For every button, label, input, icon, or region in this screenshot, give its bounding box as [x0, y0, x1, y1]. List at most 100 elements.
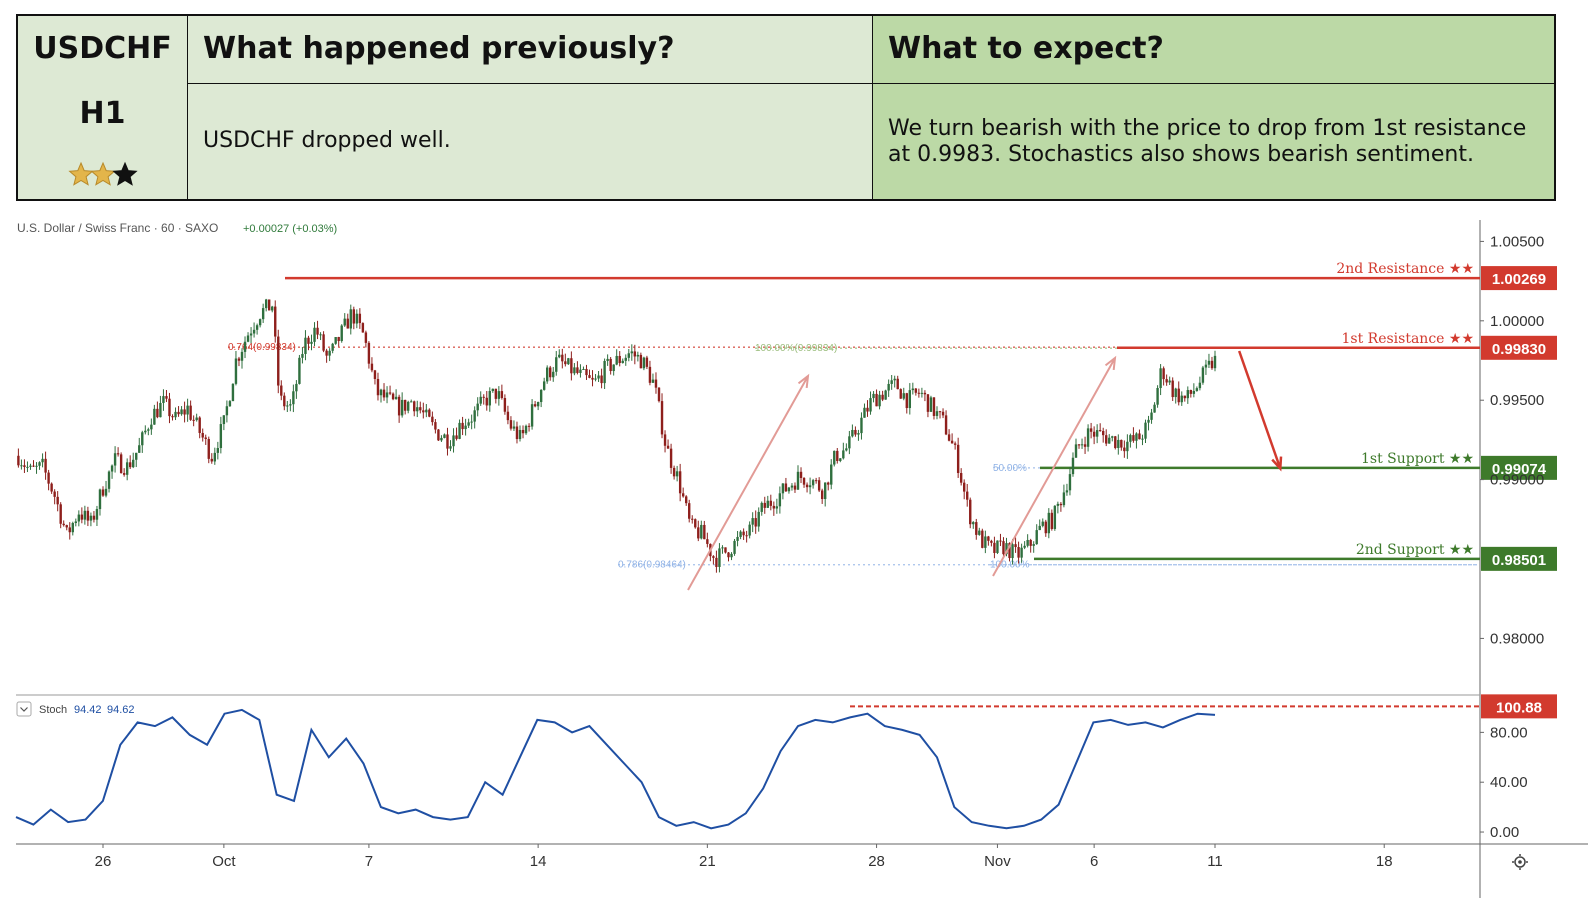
candle-body [1056, 503, 1060, 506]
candle-body [896, 378, 899, 390]
candle-body [310, 341, 313, 344]
candle-body [283, 395, 286, 407]
candle-body [437, 429, 440, 441]
candle-body [400, 399, 404, 416]
candle-body [322, 334, 325, 351]
candle-body [760, 502, 763, 512]
candle-body [1029, 539, 1032, 546]
candle-body [854, 429, 857, 435]
candle-body [1105, 435, 1108, 444]
candle-body [274, 306, 277, 337]
projection-arrow-head [1271, 456, 1283, 472]
candle-body [1008, 543, 1011, 559]
candle-body [488, 391, 491, 406]
candle-body [530, 404, 534, 427]
candle-body [1120, 439, 1123, 448]
candle-body [603, 360, 606, 384]
candle-body [688, 503, 691, 519]
candle-body [1126, 441, 1129, 452]
stoch-line [15, 708, 1216, 830]
gear-icon[interactable] [1512, 854, 1528, 870]
candle-body [700, 524, 703, 539]
candle-body [1186, 390, 1190, 399]
candle-body [524, 425, 528, 434]
candle-body [74, 521, 78, 524]
pattern-arrow [687, 375, 809, 591]
candle-body [1123, 447, 1126, 452]
level-price-label: 0.98501 [1492, 552, 1546, 569]
price-change: +0.00027 (+0.03%) [243, 223, 337, 235]
candle-body [790, 485, 794, 488]
candle-body [724, 547, 727, 553]
candle-body [440, 437, 443, 441]
candle-body [1026, 539, 1029, 546]
candle-body [171, 416, 174, 418]
candle-body [1041, 521, 1044, 526]
candle-body [533, 404, 537, 407]
candle-body [413, 401, 416, 412]
candle-body [494, 388, 498, 399]
candle-body [545, 367, 549, 382]
candle-body [787, 487, 791, 492]
candle-body [793, 485, 797, 490]
candle-body [521, 429, 525, 434]
candle-body [458, 422, 461, 439]
candle-body [772, 505, 776, 509]
price-chart[interactable]: 0.764(0.99834) 100.00%(0.99834) 50.00% 0.78… [0, 208, 1588, 898]
level-label: 2nd Resistance ★★ [1336, 261, 1474, 277]
candle-body [1144, 422, 1147, 439]
candle-body [808, 485, 812, 488]
candle-body [355, 313, 359, 324]
projection-arrow [1237, 350, 1282, 469]
candle-body [56, 496, 59, 505]
candle-body [672, 467, 676, 477]
y-tick-label: 1.00500 [1490, 233, 1544, 250]
candle-body [920, 392, 924, 394]
timeframe-label: H1 [79, 96, 126, 131]
candle-body [956, 444, 960, 474]
candle-body [962, 482, 966, 492]
candle-body [848, 436, 851, 449]
candle-body [972, 522, 975, 525]
candle-body [712, 556, 715, 558]
candle-body [866, 407, 869, 412]
candle-body [512, 426, 516, 429]
candle-body [606, 358, 609, 361]
candle-body [1168, 380, 1171, 383]
candle-body [947, 434, 951, 441]
candle-body [219, 424, 223, 449]
candle-body [932, 397, 936, 416]
candle-body [552, 371, 555, 378]
candle-body [509, 420, 513, 429]
candle-body [612, 364, 615, 372]
candle-body [769, 500, 773, 506]
candle-body [872, 393, 875, 399]
previous-title: What happened previously? [203, 31, 675, 66]
candle-body [159, 402, 162, 418]
candle-body [313, 327, 316, 342]
candle-body [17, 455, 20, 466]
candle-body [237, 358, 241, 361]
candle-body [62, 523, 65, 526]
candle-body [567, 358, 570, 365]
candle-body [467, 422, 470, 426]
candle-body [289, 404, 292, 406]
candle-body [128, 462, 132, 468]
x-tick-label: 18 [1376, 853, 1393, 870]
candle-body [379, 389, 383, 396]
candle-body [86, 510, 90, 521]
candle-body [591, 377, 594, 380]
symbol-cell: USDCHF H1 [18, 16, 188, 199]
candle-body [397, 396, 401, 416]
candle-body [1159, 368, 1162, 389]
chevron-down-icon[interactable] [16, 701, 32, 717]
candle-body [228, 401, 232, 407]
level-price-tag [1481, 455, 1557, 480]
candle-body [811, 480, 815, 486]
candle-body [654, 379, 658, 388]
candle-body [1002, 541, 1005, 555]
candle-body [132, 459, 135, 468]
candle-body [1005, 543, 1008, 555]
candle-body [542, 381, 546, 390]
candle-body [869, 398, 872, 412]
